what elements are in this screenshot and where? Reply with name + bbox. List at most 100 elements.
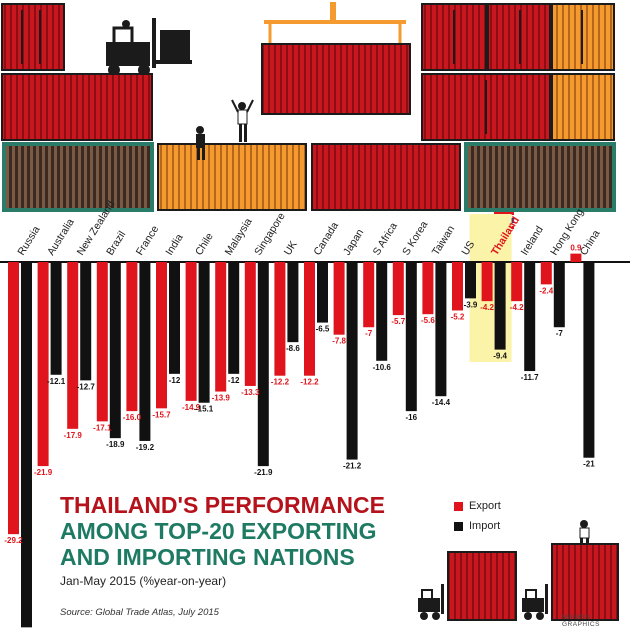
value-label-export-russia: -29.2: [4, 536, 23, 545]
bar-export-australia: [37, 262, 49, 467]
value-label-export-japan: -7.8: [332, 337, 346, 346]
container-orange: [551, 73, 615, 141]
container-orange: [157, 143, 307, 211]
bar-import-russia: [21, 262, 32, 628]
bar-import-ireland: [524, 262, 536, 372]
value-label-import-new-zealand: -12.7: [77, 382, 96, 391]
value-label-export-brazil: -17.1: [93, 423, 112, 432]
legend-swatch-export: [454, 501, 463, 511]
chart-subtitle: Jan-May 2015 (%year-on-year): [60, 574, 227, 588]
category-label-canada: Canada: [311, 220, 341, 258]
crane-icon: [264, 2, 406, 44]
value-label-import-india: -12: [169, 376, 181, 385]
category-label-india: India: [163, 232, 185, 258]
container-red: [1, 3, 65, 71]
bar-export-us: [452, 262, 463, 311]
bar-import-australia: [50, 262, 62, 375]
value-label-import-uk: -8.6: [286, 344, 300, 353]
bar-export-malaysia: [215, 262, 227, 392]
chart-title-line-1: THAILAND'S PERFORMANCE: [60, 492, 385, 518]
bar-export-japan: [333, 262, 345, 335]
category-label-ireland: Ireland: [519, 224, 546, 258]
bar-import-s-africa: [376, 262, 388, 361]
value-label-import-france: -19.2: [136, 443, 155, 452]
chart-title-line-2: AMONG TOP-20 EXPORTING: [60, 518, 377, 544]
value-label-export-ireland: -4.2: [510, 303, 524, 312]
container-red: [1, 73, 153, 141]
category-label-taiwan: Taiwan: [430, 223, 458, 257]
forklift-icon: [106, 18, 192, 76]
category-label-russia: Russia: [15, 224, 42, 258]
bar-export-hong-kong: [540, 262, 552, 285]
container-red: [311, 143, 461, 211]
value-label-export-hong-kong: -2.4: [539, 286, 553, 295]
value-label-export-canada: -12.2: [300, 378, 319, 387]
bar-export-ireland: [511, 262, 523, 302]
bar-export-s-korea: [392, 262, 404, 316]
bar-export-thailand: [481, 262, 493, 302]
value-label-import-canada: -6.5: [316, 325, 330, 334]
container-red: [447, 551, 517, 621]
value-label-export-us: -5.2: [451, 312, 465, 321]
value-label-import-china: -21: [583, 460, 595, 469]
value-label-import-us: -3.9: [464, 300, 478, 309]
bar-import-chile: [198, 262, 210, 403]
worker-icon: [579, 520, 590, 544]
value-label-import-s-africa: -10.6: [373, 363, 392, 372]
category-label-s-korea: S Korea: [400, 219, 430, 258]
graphics-credit: MANKIN GRAPHICS: [562, 614, 600, 628]
category-label-uk: UK: [282, 239, 300, 258]
value-label-export-s-africa: -7: [365, 329, 373, 338]
bar-import-brazil: [109, 262, 121, 439]
bar-import-china: [583, 262, 595, 458]
forklift-icon: [522, 584, 548, 620]
value-label-export-australia: -21.9: [34, 468, 53, 477]
value-label-export-s-korea: -5.7: [391, 317, 405, 326]
category-label-australia: Australia: [45, 216, 77, 257]
value-label-import-hong-kong: -7: [556, 329, 564, 338]
legend-item-import: Import: [454, 520, 500, 532]
category-label-malaysia: Malaysia: [223, 216, 255, 258]
category-label-brazil: Brazil: [104, 229, 128, 258]
value-label-export-chile: -14.9: [182, 403, 201, 412]
bar-import-hong-kong: [553, 262, 565, 328]
bar-import-india: [169, 262, 180, 374]
container-red: [261, 43, 411, 115]
bar-import-canada: [317, 262, 328, 323]
bar-export-india: [156, 262, 167, 409]
value-label-import-thailand: -9.4: [493, 352, 507, 361]
value-label-export-thailand: -4.2: [480, 303, 494, 312]
value-label-export-india: -15.7: [152, 410, 171, 419]
value-label-import-malaysia: -12: [228, 376, 240, 385]
value-label-export-taiwan: -5.6: [421, 316, 435, 325]
bar-import-malaysia: [228, 262, 240, 374]
container-red: [551, 543, 619, 621]
bar-import-france: [139, 262, 151, 441]
bar-import-new-zealand: [80, 262, 92, 381]
worker-icon: [231, 99, 254, 142]
bar-export-singapore: [244, 262, 256, 386]
legend-item-export: Export: [454, 500, 501, 512]
bar-import-uk: [287, 262, 299, 343]
bar-export-taiwan: [422, 262, 434, 315]
value-label-import-brazil: -18.9: [106, 440, 125, 449]
container-green: [2, 142, 154, 212]
bar-import-taiwan: [435, 262, 447, 397]
forklift-icon: [418, 584, 444, 620]
bar-import-s-korea: [405, 262, 417, 412]
category-label-chile: Chile: [193, 231, 216, 258]
category-label-japan: Japan: [341, 227, 366, 258]
legend-label-export: Export: [469, 500, 501, 512]
container-green: [464, 142, 616, 212]
value-label-export-singapore: -13.3: [241, 388, 260, 397]
value-label-export-uk: -12.2: [271, 378, 290, 387]
bar-export-s-africa: [363, 262, 375, 328]
value-label-import-australia: -12.1: [47, 377, 66, 386]
legend-swatch-import: [454, 521, 463, 531]
bar-export-canada: [304, 262, 315, 376]
value-label-export-new-zealand: -17.9: [64, 431, 83, 440]
bar-export-uk: [274, 262, 286, 376]
